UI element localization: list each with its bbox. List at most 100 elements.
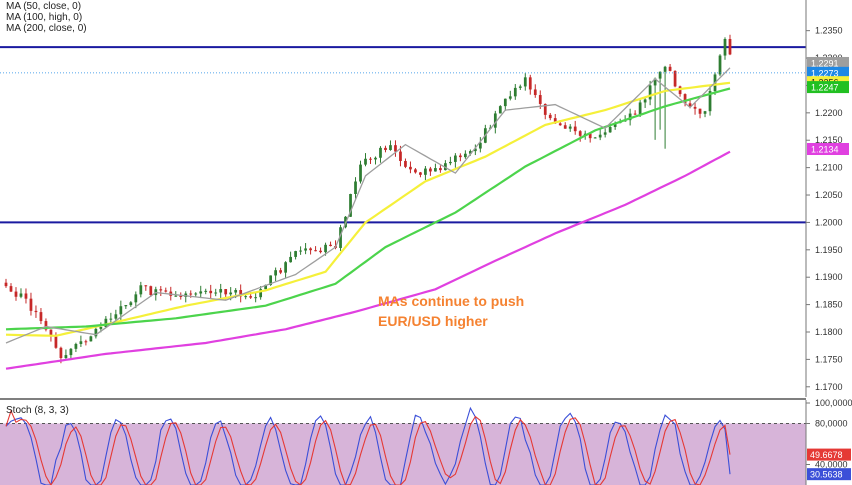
candle-body bbox=[658, 71, 662, 79]
ma-200-line[interactable] bbox=[5, 150, 731, 370]
candle-body bbox=[434, 168, 437, 172]
candle-body bbox=[94, 328, 98, 337]
candle-body bbox=[279, 270, 282, 273]
candle-body bbox=[254, 297, 258, 299]
price-tick-label: 1.1900 bbox=[815, 272, 843, 282]
candle-body bbox=[608, 126, 612, 133]
candle-body bbox=[314, 250, 317, 252]
candle-body bbox=[104, 318, 108, 328]
annotation-line-1: MAs continue to push bbox=[378, 293, 524, 309]
candle-body bbox=[309, 248, 312, 251]
candle-body bbox=[224, 289, 228, 295]
chart-annotation: MAs continue to push EUR/USD higher bbox=[378, 293, 524, 329]
candle-body bbox=[508, 96, 512, 99]
candle-body bbox=[99, 327, 103, 329]
candle-body bbox=[354, 181, 357, 194]
stochastic-k-line[interactable] bbox=[5, 406, 731, 485]
candle-body bbox=[693, 106, 697, 109]
candle-body bbox=[369, 158, 372, 160]
stochastic-d-line[interactable] bbox=[5, 409, 731, 485]
candle-body bbox=[109, 318, 113, 320]
candle-body bbox=[439, 168, 442, 171]
candle-body bbox=[633, 113, 637, 115]
candle-body bbox=[174, 295, 178, 297]
candle-body bbox=[54, 336, 58, 348]
candle-body bbox=[339, 227, 342, 248]
legend-item-ma100: MA (100, high, 0) bbox=[6, 12, 82, 23]
price-tick-label: 1.1750 bbox=[815, 354, 843, 364]
candle-body bbox=[24, 293, 28, 299]
candle-body bbox=[503, 98, 507, 107]
candle-body bbox=[653, 78, 657, 86]
ma-100-high-line[interactable] bbox=[5, 87, 731, 331]
stochastic-axis: 100,0000 80,0000 40,0000 bbox=[805, 398, 852, 485]
ma-short-line[interactable] bbox=[5, 67, 731, 344]
candle-body bbox=[219, 289, 223, 293]
candle-body bbox=[648, 85, 652, 100]
candle-body bbox=[9, 286, 13, 292]
price-tag-box bbox=[807, 56, 849, 69]
stochastic-tick-label: 40,0000 bbox=[815, 460, 848, 470]
price-tick-label: 1.2050 bbox=[815, 190, 843, 200]
candle-body bbox=[4, 282, 8, 287]
candle-body bbox=[384, 147, 387, 151]
candle-body bbox=[249, 296, 253, 298]
stochastic-tag-box bbox=[807, 468, 851, 481]
price-tag-label: 1.2273 bbox=[811, 68, 839, 78]
candle-body bbox=[588, 133, 592, 139]
price-tick-label: 1.2000 bbox=[815, 217, 843, 227]
candle-body bbox=[528, 77, 532, 90]
candle-body bbox=[598, 134, 602, 138]
candle-body bbox=[159, 289, 163, 291]
price-tag-label: 1.2247 bbox=[811, 83, 839, 93]
candle-body bbox=[673, 70, 677, 87]
candle-body bbox=[518, 86, 522, 88]
candle-body bbox=[638, 102, 642, 115]
candle-body bbox=[389, 145, 392, 151]
candle-body bbox=[454, 155, 457, 162]
stochastic-tick-label: 100,0000 bbox=[815, 398, 852, 408]
candle-body bbox=[49, 329, 53, 337]
candle-body bbox=[723, 38, 727, 56]
price-tick-label: 1.1850 bbox=[815, 300, 843, 310]
candle-body bbox=[424, 168, 427, 175]
candle-body bbox=[533, 89, 537, 96]
candle-body bbox=[558, 123, 562, 126]
candle-body bbox=[124, 305, 128, 307]
candle-body bbox=[394, 145, 397, 152]
candle-body bbox=[14, 291, 18, 297]
candle-body bbox=[548, 114, 552, 119]
candle-body bbox=[374, 157, 377, 160]
candle-body bbox=[478, 142, 482, 149]
price-tick-label: 1.2350 bbox=[815, 26, 843, 36]
candle-body bbox=[329, 244, 332, 247]
price-tick-label: 1.2150 bbox=[815, 135, 843, 145]
candle-body bbox=[29, 298, 33, 311]
stochastic-tag-label: 49.6678 bbox=[810, 450, 843, 460]
candle-body bbox=[294, 251, 297, 257]
price-plot-area bbox=[0, 0, 806, 397]
price-tag-box bbox=[807, 81, 849, 94]
candle-body bbox=[289, 256, 292, 263]
price-axis: 1.23501.23001.22501.22001.21501.21001.20… bbox=[805, 0, 843, 397]
candle-body bbox=[543, 103, 547, 115]
candle-body bbox=[179, 295, 183, 297]
horizontal-levels bbox=[0, 46, 806, 224]
stochastic-title: Stoch (8, 3, 3) bbox=[6, 405, 69, 416]
candle-body bbox=[199, 291, 203, 294]
candle-body bbox=[89, 336, 93, 342]
candle-body bbox=[409, 166, 412, 170]
price-pane: 1.23501.23001.22501.22001.21501.21001.20… bbox=[0, 0, 849, 397]
ma-50-line[interactable] bbox=[5, 81, 731, 337]
candle-body bbox=[643, 99, 647, 103]
price-tick-label: 1.1950 bbox=[815, 245, 843, 255]
candle-body bbox=[683, 94, 687, 104]
candle-body bbox=[204, 290, 208, 292]
candle-body bbox=[214, 292, 218, 294]
candle-body bbox=[473, 148, 477, 152]
candle-body bbox=[134, 294, 138, 303]
candle-body bbox=[568, 126, 572, 129]
candle-body bbox=[74, 343, 78, 349]
